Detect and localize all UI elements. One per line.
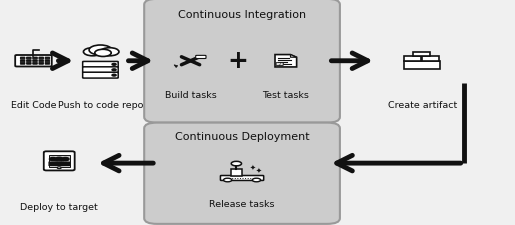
FancyBboxPatch shape <box>27 57 31 59</box>
Circle shape <box>224 178 232 182</box>
FancyBboxPatch shape <box>404 61 440 69</box>
FancyBboxPatch shape <box>21 60 25 61</box>
FancyBboxPatch shape <box>33 62 38 64</box>
FancyBboxPatch shape <box>144 123 340 224</box>
FancyBboxPatch shape <box>21 62 25 64</box>
FancyBboxPatch shape <box>404 56 421 61</box>
FancyBboxPatch shape <box>39 60 44 61</box>
FancyBboxPatch shape <box>55 162 64 166</box>
Polygon shape <box>275 55 297 67</box>
FancyBboxPatch shape <box>422 56 439 61</box>
FancyBboxPatch shape <box>44 151 75 171</box>
Text: ✦: ✦ <box>255 168 262 174</box>
FancyBboxPatch shape <box>231 169 242 176</box>
Text: +: + <box>228 49 248 73</box>
Circle shape <box>252 178 261 182</box>
Text: Edit Code: Edit Code <box>11 101 56 110</box>
Text: Deploy to target: Deploy to target <box>21 202 98 211</box>
FancyBboxPatch shape <box>15 55 52 66</box>
FancyBboxPatch shape <box>27 62 31 64</box>
FancyBboxPatch shape <box>276 63 283 65</box>
Text: Continuous Deployment: Continuous Deployment <box>175 132 310 142</box>
Circle shape <box>231 161 242 166</box>
Circle shape <box>55 157 63 161</box>
FancyBboxPatch shape <box>39 62 44 64</box>
Circle shape <box>112 63 116 65</box>
FancyBboxPatch shape <box>82 61 118 67</box>
FancyBboxPatch shape <box>82 72 118 78</box>
Text: Release tasks: Release tasks <box>209 200 275 209</box>
Circle shape <box>100 48 119 56</box>
Text: Push to code repo: Push to code repo <box>58 101 143 110</box>
Polygon shape <box>174 65 178 68</box>
Circle shape <box>95 49 111 56</box>
Text: Continuous Integration: Continuous Integration <box>178 10 306 20</box>
Circle shape <box>57 167 61 169</box>
FancyBboxPatch shape <box>21 57 25 59</box>
Text: ✓: ✓ <box>278 61 282 67</box>
Text: ✦: ✦ <box>249 165 255 171</box>
FancyBboxPatch shape <box>39 57 44 59</box>
Text: Build tasks: Build tasks <box>165 91 216 100</box>
FancyBboxPatch shape <box>27 60 31 61</box>
FancyBboxPatch shape <box>220 176 264 180</box>
Circle shape <box>62 158 69 161</box>
FancyBboxPatch shape <box>61 162 70 166</box>
Text: Create artifact: Create artifact <box>388 101 457 110</box>
Circle shape <box>112 69 116 71</box>
FancyBboxPatch shape <box>45 60 49 61</box>
FancyBboxPatch shape <box>196 55 206 59</box>
FancyBboxPatch shape <box>49 155 70 167</box>
Polygon shape <box>290 55 297 57</box>
FancyBboxPatch shape <box>45 57 49 59</box>
FancyBboxPatch shape <box>33 57 38 59</box>
FancyBboxPatch shape <box>45 62 49 64</box>
Circle shape <box>83 48 102 56</box>
FancyBboxPatch shape <box>144 0 340 123</box>
FancyBboxPatch shape <box>82 67 118 73</box>
FancyBboxPatch shape <box>33 60 38 61</box>
Circle shape <box>89 45 112 55</box>
Text: Test tasks: Test tasks <box>262 91 310 100</box>
Circle shape <box>112 74 116 76</box>
FancyBboxPatch shape <box>48 162 58 166</box>
FancyBboxPatch shape <box>413 52 430 56</box>
Circle shape <box>49 158 57 161</box>
